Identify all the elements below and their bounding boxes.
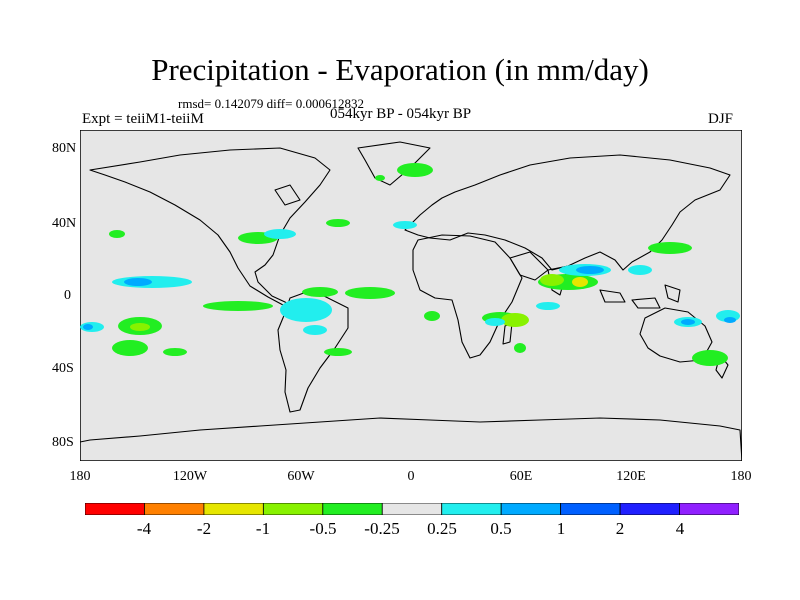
colorbar	[85, 503, 739, 515]
colorbar-swatch	[560, 503, 621, 515]
colorbar-swatch	[85, 503, 145, 515]
lat-label-80n: 80N	[52, 141, 77, 156]
lon-label-180w: 180	[69, 469, 91, 484]
coastlines	[80, 141, 742, 461]
anomaly-fills	[80, 163, 740, 366]
lon-label-120w: 120W	[172, 469, 208, 484]
lon-label-60w: 60W	[287, 469, 315, 484]
chart-title: Precipitation - Evaporation (in mm/day)	[151, 52, 649, 87]
colorbar-label: 2	[615, 519, 625, 538]
period-label: 054kyr BP - 054kyr BP	[330, 106, 472, 122]
colorbar-label: -1	[255, 519, 271, 538]
colorbar-swatch	[262, 503, 324, 515]
colorbar-swatch	[144, 503, 205, 515]
lon-label-60e: 60E	[509, 469, 533, 484]
colorbar-label: 1	[556, 519, 566, 538]
colorbar-swatch	[619, 503, 680, 515]
map-background	[80, 130, 742, 461]
lon-label-180e: 180	[730, 469, 752, 484]
lon-label-120e: 120E	[616, 469, 646, 484]
colorbar-swatch	[203, 503, 264, 515]
colorbar-swatch	[441, 503, 502, 515]
colorbar-label: -2	[196, 519, 212, 538]
colorbar-label: 0.25	[427, 519, 457, 538]
colorbar-label: -0.25	[364, 519, 400, 538]
lon-label-0: 0	[407, 469, 415, 484]
world-map	[80, 130, 742, 461]
colorbar-label: 0.5	[490, 519, 512, 538]
colorbar-label: -4	[136, 519, 152, 538]
colorbar-swatch	[679, 503, 739, 515]
colorbar-swatch	[500, 503, 562, 515]
stats-label: rmsd= 0.142079 diff= 0.000612832	[178, 96, 364, 111]
lat-label-0: 0	[64, 288, 71, 303]
lat-label-40s: 40S	[52, 361, 74, 376]
lat-label-80s: 80S	[52, 435, 74, 450]
colorbar-label: -0.5	[309, 519, 337, 538]
lat-label-40n: 40N	[52, 216, 77, 231]
colorbar-label: 4	[675, 519, 685, 538]
colorbar-swatch	[322, 503, 383, 515]
experiment-label: Expt = teiiM1-teiiM	[82, 111, 204, 127]
season-label: DJF	[708, 111, 734, 127]
colorbar-swatch	[381, 503, 443, 515]
